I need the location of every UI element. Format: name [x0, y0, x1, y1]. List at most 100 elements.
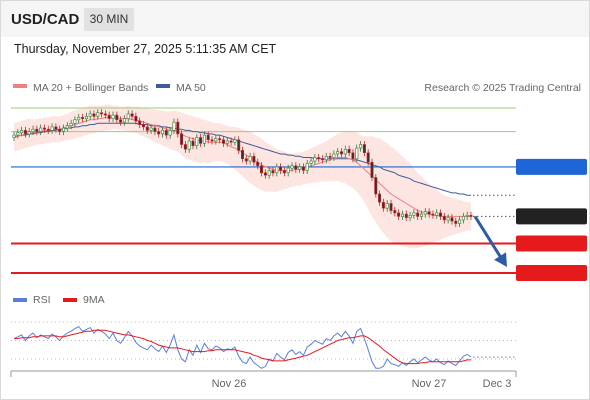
candle-body — [58, 128, 62, 132]
rsi-legend-label: RSI — [33, 294, 51, 306]
candle-body — [446, 217, 450, 221]
candle-body — [134, 116, 138, 122]
candle-body — [191, 140, 195, 146]
candle-body — [172, 121, 176, 131]
candle-body — [138, 120, 142, 125]
timeframe-button[interactable]: 30 MIN — [84, 8, 134, 31]
candle-body — [259, 165, 263, 174]
candle-body — [362, 144, 366, 153]
candle-body — [222, 139, 226, 144]
rsi-legend-swatch — [13, 298, 27, 302]
candle-body — [195, 137, 199, 146]
candle-body — [381, 202, 385, 209]
candle-body — [241, 150, 245, 159]
candle-body — [145, 126, 149, 131]
level-1-4075-badge — [516, 158, 587, 175]
candle-body — [366, 152, 370, 163]
candle-body — [332, 153, 336, 158]
candle-body — [427, 211, 431, 215]
candle-body — [176, 121, 180, 135]
candle-body — [65, 125, 69, 129]
rsi-ma-legend-label: 9MA — [83, 294, 105, 306]
candle-body — [359, 144, 363, 149]
candle-body — [54, 126, 58, 130]
candle-body — [39, 127, 43, 132]
candle-body — [100, 112, 104, 115]
candle-body — [206, 134, 210, 141]
candle-body — [465, 215, 469, 217]
candle-body — [412, 212, 416, 216]
candle-body — [438, 212, 442, 217]
candle-body — [23, 130, 27, 135]
ma20-legend-label: MA 20 + Bollinger Bands — [33, 82, 148, 94]
candle-body — [404, 213, 408, 218]
candle-body — [450, 217, 454, 222]
rsi-ma-line — [14, 329, 471, 365]
candle-body — [378, 193, 382, 203]
bollinger-band-area — [14, 104, 471, 249]
candle-body — [233, 139, 237, 143]
candle-body — [111, 114, 115, 119]
candle-body — [256, 161, 260, 166]
ma50-legend-swatch — [156, 84, 170, 88]
candle-body — [187, 140, 191, 150]
rsi-plot — [11, 321, 516, 369]
candle-body — [298, 166, 302, 170]
ma50-legend-label: MA 50 — [176, 82, 206, 94]
x-tick-label-nov26: Nov 26 — [212, 378, 247, 390]
forecast-arrow-line — [473, 215, 505, 262]
candle-body — [244, 158, 248, 162]
candle-body — [431, 213, 435, 216]
candle-body — [294, 165, 298, 170]
candle-body — [73, 119, 77, 124]
candle-body — [263, 172, 267, 176]
candle-body — [336, 151, 340, 155]
candle-body — [317, 157, 321, 160]
candle-body — [122, 118, 126, 123]
candle-body — [320, 158, 324, 161]
timestamp: Thursday, November 27, 2025 5:11:35 AM C… — [14, 42, 277, 56]
level-1-3985-badge — [516, 265, 587, 281]
candle-body — [423, 211, 427, 215]
candle-body — [69, 123, 73, 127]
x-tick-label-nov27: Nov 27 — [412, 378, 447, 390]
candle-body — [130, 113, 134, 117]
rsi-ma-legend-swatch — [63, 298, 77, 302]
candle-body — [164, 130, 168, 136]
candle-body — [12, 134, 16, 138]
candle-body — [126, 113, 130, 119]
candle-body — [267, 170, 271, 176]
candle-body — [27, 131, 31, 135]
candle-body — [282, 170, 286, 174]
candle-body — [157, 131, 161, 135]
candle-body — [370, 161, 374, 178]
candle-body — [107, 114, 111, 119]
candle-body — [103, 113, 107, 116]
candle-body — [42, 127, 46, 130]
candle-body — [248, 156, 252, 162]
candle-body — [50, 126, 54, 131]
candle-body — [339, 151, 343, 155]
candle-body — [202, 134, 206, 144]
candle-body — [96, 112, 100, 117]
main-plot — [11, 104, 587, 281]
candle-body — [16, 132, 20, 136]
candle-body — [84, 116, 88, 120]
candles — [12, 109, 473, 228]
rsi-line — [13, 325, 472, 369]
candle-body — [153, 127, 157, 132]
candle-body — [183, 144, 187, 150]
candle-body — [149, 127, 153, 131]
candle-body — [301, 166, 305, 171]
candle-body — [229, 140, 233, 143]
candle-body — [88, 113, 92, 117]
candle-body — [400, 213, 404, 217]
candle-body — [374, 177, 378, 195]
candle-body — [343, 149, 347, 155]
candle-body — [214, 138, 218, 142]
candle-body — [458, 219, 462, 224]
candle-body — [271, 170, 275, 174]
candle-body — [442, 216, 446, 221]
